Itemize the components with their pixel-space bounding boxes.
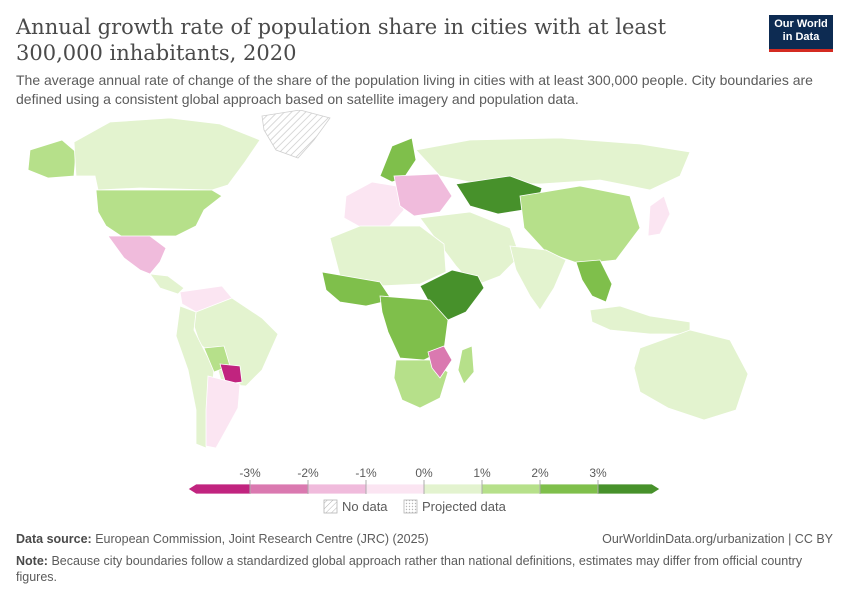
world-map [27, 110, 749, 449]
legend-tick-label: -2% [297, 466, 319, 480]
legend-bin[interactable] [307, 483, 367, 495]
region-paraguay [219, 363, 243, 385]
region-russia [415, 137, 691, 191]
legend-bin[interactable] [187, 483, 251, 495]
legend-bin[interactable] [597, 483, 661, 495]
map-legend: -3% -2% -1% 0% 1% 2% 3% No data Projected data [187, 466, 661, 514]
logo-line-2: in Data [782, 31, 820, 43]
data-source: Data source: European Commission, Joint … [16, 532, 429, 546]
region-greenland [261, 110, 331, 159]
source-link[interactable]: OurWorldinData.org/urbanization | CC BY [602, 532, 833, 546]
legend-bin[interactable] [539, 483, 599, 495]
source-label: Data source: [16, 532, 92, 546]
no-data-key: No data [323, 499, 388, 514]
region-mexico [107, 235, 167, 275]
legend-bin[interactable] [423, 483, 483, 495]
region-australia [633, 329, 749, 421]
owid-logo[interactable]: Our World in Data [769, 15, 833, 52]
region-scandinavia [379, 137, 417, 183]
region-alaska [27, 139, 77, 179]
region-indonesia [589, 305, 691, 335]
region-western-europe [343, 181, 405, 229]
legend-tick-label: 0% [415, 466, 433, 480]
note-label: Note: [16, 554, 48, 568]
projected-data-key: Projected data [403, 499, 507, 514]
legend-bin[interactable] [481, 483, 541, 495]
projected-data-label: Projected data [422, 499, 507, 514]
no-data-label: No data [342, 499, 388, 514]
region-canada [73, 117, 261, 191]
region-central-america [149, 273, 185, 295]
legend-bin[interactable] [249, 483, 309, 495]
note-text: Because city boundaries follow a standar… [16, 554, 803, 584]
legend-tick-label: 1% [473, 466, 491, 480]
region-mozambique [427, 345, 453, 379]
legend-tick-label: 2% [531, 466, 549, 480]
region-japan [647, 195, 671, 237]
region-india [509, 245, 567, 311]
region-southeast-asia [575, 259, 613, 303]
chart-subtitle: The average annual rate of change of the… [16, 72, 813, 107]
region-usa [95, 189, 223, 239]
logo-line-1: Our World [774, 18, 828, 30]
legend-tick-label: -1% [355, 466, 377, 480]
chart-note: Note: Because city boundaries follow a s… [16, 553, 816, 585]
source-text: European Commission, Joint Research Cent… [95, 532, 429, 546]
region-madagascar [457, 345, 475, 385]
chart-title: Annual growth rate of population share i… [16, 15, 667, 65]
region-argentina [205, 375, 241, 449]
region-china [519, 185, 641, 265]
region-west-africa [321, 271, 393, 307]
legend-tick-label: 3% [589, 466, 607, 480]
legend-tick-label: -3% [239, 466, 261, 480]
legend-bin[interactable] [365, 483, 425, 495]
